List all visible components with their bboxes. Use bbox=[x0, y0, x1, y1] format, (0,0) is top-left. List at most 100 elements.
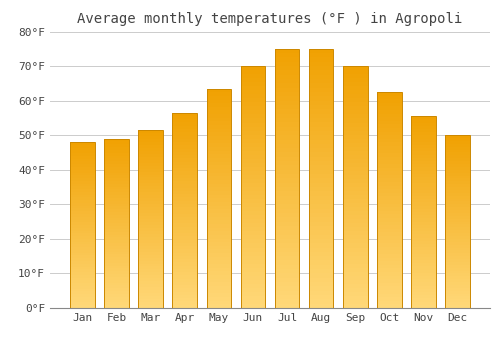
Bar bbox=[343, 151, 367, 155]
Bar bbox=[309, 304, 334, 308]
Bar bbox=[377, 272, 402, 275]
Bar bbox=[275, 114, 299, 118]
Bar bbox=[446, 161, 470, 164]
Bar bbox=[377, 275, 402, 279]
Bar bbox=[206, 271, 231, 275]
Bar bbox=[446, 288, 470, 291]
Bar bbox=[206, 275, 231, 279]
Bar bbox=[172, 298, 197, 301]
Bar bbox=[309, 79, 334, 83]
Bar bbox=[343, 187, 367, 191]
Bar bbox=[172, 129, 197, 132]
Bar bbox=[70, 206, 94, 209]
Bar bbox=[104, 192, 128, 195]
Bar bbox=[206, 154, 231, 158]
Bar bbox=[343, 70, 367, 74]
Bar bbox=[412, 238, 436, 241]
Bar bbox=[240, 304, 265, 308]
Bar bbox=[343, 183, 367, 187]
Bar bbox=[104, 243, 128, 246]
Bar bbox=[138, 222, 163, 225]
Bar bbox=[446, 268, 470, 271]
Bar bbox=[446, 228, 470, 230]
Bar bbox=[138, 264, 163, 266]
Bar bbox=[172, 204, 197, 207]
Bar bbox=[104, 257, 128, 260]
Bar bbox=[70, 183, 94, 186]
Bar bbox=[275, 252, 299, 256]
Bar bbox=[412, 142, 436, 145]
Bar bbox=[309, 252, 334, 256]
Bar bbox=[104, 271, 128, 274]
Bar bbox=[240, 151, 265, 155]
Bar bbox=[138, 272, 163, 275]
Bar bbox=[309, 153, 334, 157]
Bar bbox=[412, 177, 436, 180]
Bar bbox=[240, 211, 265, 215]
Bar bbox=[70, 159, 94, 161]
Bar bbox=[206, 132, 231, 136]
Bar bbox=[343, 159, 367, 163]
Bar bbox=[70, 231, 94, 233]
Bar bbox=[138, 151, 163, 154]
Bar bbox=[446, 305, 470, 308]
Bar bbox=[309, 49, 334, 53]
Bar bbox=[206, 198, 231, 202]
Bar bbox=[138, 219, 163, 222]
Bar bbox=[104, 184, 128, 187]
Bar bbox=[206, 304, 231, 308]
Bar bbox=[240, 86, 265, 90]
Bar bbox=[240, 139, 265, 143]
Bar bbox=[104, 302, 128, 305]
Bar bbox=[70, 170, 94, 173]
Bar bbox=[206, 217, 231, 220]
Bar bbox=[446, 170, 470, 173]
Bar bbox=[412, 129, 436, 132]
Bar bbox=[172, 194, 197, 197]
Bar bbox=[206, 136, 231, 140]
Bar bbox=[343, 268, 367, 272]
Bar bbox=[104, 215, 128, 218]
Bar bbox=[206, 169, 231, 173]
Bar bbox=[172, 210, 197, 214]
Bar bbox=[309, 191, 334, 196]
Bar bbox=[343, 135, 367, 139]
Bar bbox=[70, 253, 94, 256]
Bar bbox=[275, 122, 299, 127]
Bar bbox=[275, 127, 299, 131]
Bar bbox=[70, 181, 94, 183]
Bar bbox=[172, 135, 197, 139]
Bar bbox=[446, 224, 470, 228]
Bar bbox=[377, 160, 402, 164]
Bar bbox=[343, 195, 367, 199]
Bar bbox=[377, 268, 402, 272]
Bar bbox=[172, 269, 197, 272]
Bar bbox=[138, 281, 163, 284]
Bar bbox=[240, 179, 265, 183]
Bar bbox=[377, 193, 402, 196]
Bar bbox=[70, 192, 94, 195]
Bar bbox=[70, 286, 94, 289]
Bar bbox=[446, 181, 470, 184]
Bar bbox=[412, 116, 436, 119]
Bar bbox=[104, 170, 128, 173]
Bar bbox=[172, 181, 197, 184]
Bar bbox=[70, 256, 94, 258]
Bar bbox=[275, 153, 299, 157]
Bar bbox=[309, 83, 334, 88]
Bar bbox=[412, 203, 436, 206]
Bar bbox=[412, 286, 436, 289]
Bar bbox=[240, 264, 265, 268]
Bar bbox=[446, 196, 470, 198]
Bar bbox=[343, 304, 367, 308]
Bar bbox=[309, 204, 334, 209]
Bar bbox=[104, 220, 128, 223]
Bar bbox=[309, 100, 334, 105]
Bar bbox=[377, 153, 402, 157]
Bar bbox=[240, 167, 265, 171]
Bar bbox=[138, 130, 163, 308]
Bar bbox=[138, 183, 163, 186]
Bar bbox=[138, 290, 163, 293]
Bar bbox=[343, 223, 367, 228]
Bar bbox=[104, 291, 128, 294]
